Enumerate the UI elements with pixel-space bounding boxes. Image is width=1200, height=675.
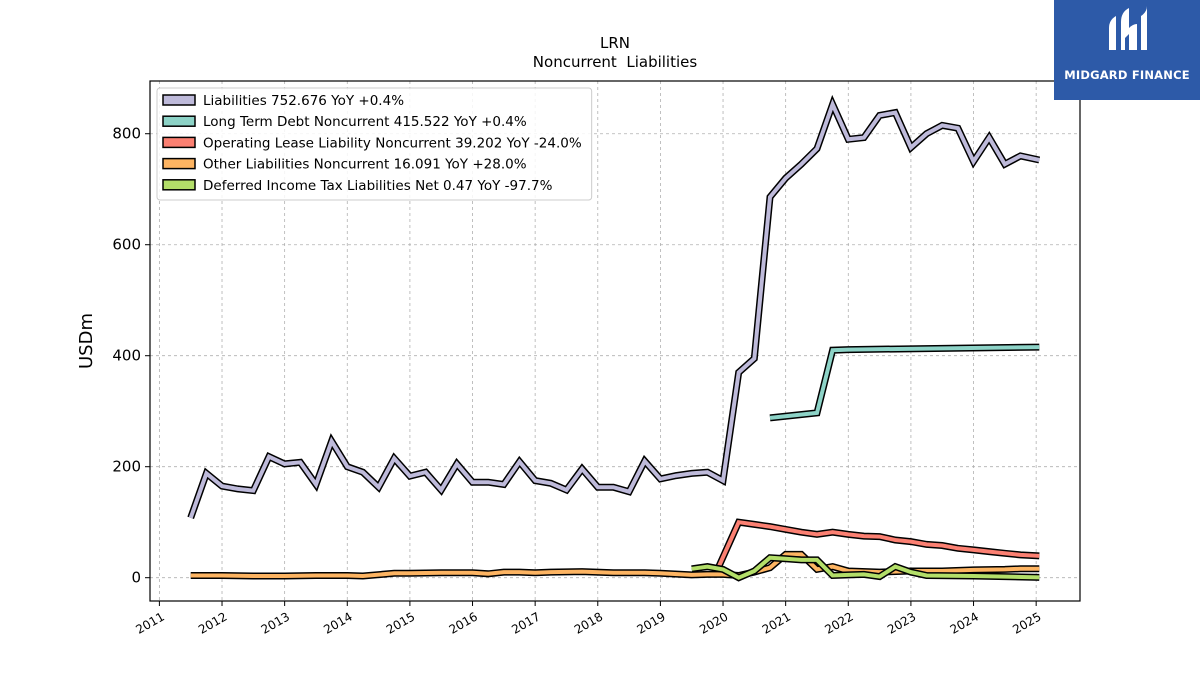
chart-title: LRN: [600, 34, 630, 52]
series-line-2: [714, 520, 1040, 572]
axes: 2011 2012 2013 2014 2015 2016 2017 2018 2019 2020…: [112, 125, 1043, 637]
legend-label-3: Other Liabilities Noncurrent 16.091 YoY …: [203, 157, 527, 173]
legend-box: [156, 87, 593, 201]
x-tick-label: 2012: [196, 609, 229, 636]
y-tick-label: 200: [112, 458, 141, 476]
midgard-logo-icon: [1109, 6, 1147, 50]
x-tick-label: 2022: [822, 609, 855, 636]
series-line-1: [769, 345, 1040, 420]
x-tick-label: 2024: [948, 609, 981, 636]
legend-swatch-3: [162, 157, 196, 170]
x-tick-label: 2014: [321, 609, 354, 636]
chart-subtitle: Noncurrent Liabilities: [533, 53, 698, 71]
y-tick-label: 400: [112, 347, 141, 365]
x-tick-label: 2019: [634, 609, 667, 636]
x-tick-label: 2015: [384, 609, 417, 636]
x-tick-label: 2011: [133, 609, 166, 636]
legend-swatch-2: [162, 136, 196, 149]
legend-swatch-1: [162, 115, 196, 127]
legend-label-0: Liabilities 752.676 YoY +0.4%: [203, 93, 404, 109]
x-tick-label: 2018: [572, 609, 605, 636]
x-tick-label: 2021: [760, 609, 793, 636]
series-line-0: [188, 98, 1040, 519]
legend: Liabilities 752.676 YoY +0.4% Long Term D…: [156, 87, 593, 201]
legend-label-2: Operating Lease Liability Noncurrent 39.…: [203, 135, 582, 151]
x-tick-label: 2016: [447, 609, 480, 636]
x-tick-label: 2025: [1010, 609, 1043, 636]
x-tick-label: 2017: [509, 609, 542, 636]
y-tick-label: 600: [112, 236, 141, 254]
brand-logo: MIDGARD FINANCE: [1054, 0, 1200, 100]
x-tick-label: 2013: [259, 609, 292, 636]
legend-label-1: Long Term Debt Noncurrent 415.522 YoY +0…: [203, 114, 527, 130]
series-outline-1: [769, 343, 1040, 422]
series-line-3: [190, 552, 1040, 579]
y-tick-label: 0: [131, 569, 141, 587]
legend-label-4: Deferred Income Tax Liabilities Net 0.47…: [203, 178, 553, 194]
legend-swatch-4: [162, 179, 196, 191]
y-axis-label: USDm: [76, 313, 97, 369]
x-tick-label: 2020: [697, 609, 730, 636]
legend-swatch-0: [162, 94, 196, 106]
brand-name: MIDGARD FINANCE: [1064, 68, 1190, 82]
series-line-4: [691, 555, 1040, 580]
series-layer: [187, 94, 1041, 582]
y-tick-label: 800: [112, 125, 141, 143]
x-tick-label: 2023: [885, 609, 918, 636]
plot-frame: [149, 80, 1081, 602]
